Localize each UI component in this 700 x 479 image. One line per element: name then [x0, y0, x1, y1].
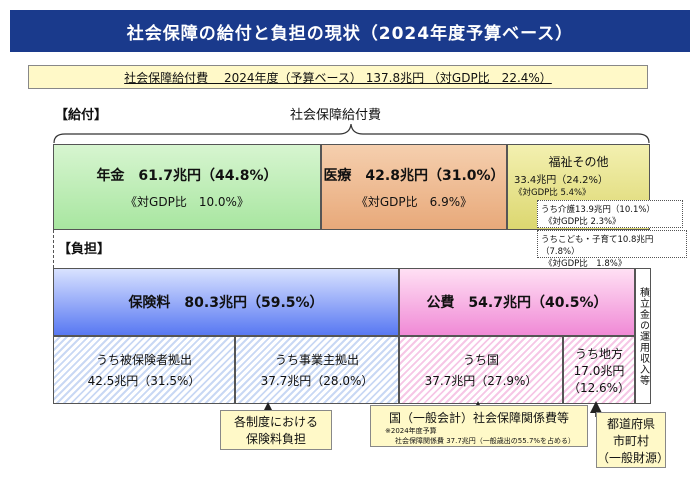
welfare-gdp: 《対GDP比 5.4%》	[514, 188, 591, 198]
pension-title: 年金 61.7兆円（44.8%）	[96, 167, 278, 184]
pension-block: 年金 61.7兆円（44.8%） 《対GDP比 10.0%》	[53, 144, 321, 230]
summary-banner: 社会保障給付費 2024年度（予算ベース） 137.8兆円 （対GDP比 22.…	[28, 65, 648, 89]
national-note-sub1: ※2024年度予算	[385, 427, 437, 435]
public-title: 公費 54.7兆円（40.5%）	[426, 295, 608, 311]
employer-line2: 37.7兆円（28.0%）	[260, 374, 374, 388]
page-title: 社会保障の給付と負担の現状（2024年度予算ベース）	[10, 10, 690, 52]
employer-block: うち事業主拠出 37.7兆円（28.0%）	[235, 336, 399, 404]
local-note: 都道府県 市町村 （一般財源）	[596, 412, 670, 468]
divider-dashed	[53, 230, 54, 268]
insured-line1: うち被保険者拠出	[95, 353, 192, 367]
insurance-note: 各制度における 保険料負担	[220, 410, 332, 450]
care-subbox: うち介護13.9兆円（10.1%） 《対GDP比 2.3%》	[537, 200, 683, 228]
summary-text: 社会保障給付費 2024年度（予算ベース） 137.8兆円 （対GDP比 22.…	[124, 70, 552, 85]
benefits-header: 社会保障給付費	[290, 108, 382, 123]
local-line1: うち地方	[574, 346, 623, 361]
national-note-sub2: 社会保障関係費 37.7兆円（一般歳出の55.7%を占める）	[395, 437, 576, 445]
benefits-section-label: 【給付】	[55, 108, 108, 123]
insured-line2: 42.5兆円（31.5%）	[87, 374, 201, 388]
reserve-block: 積立金の運用収入等	[635, 268, 651, 404]
local-block: うち地方 17.0兆円 （12.6%）	[563, 336, 635, 404]
insurance-note-line1: 各制度における	[233, 415, 318, 429]
welfare-title: 福祉その他	[548, 155, 609, 169]
child-line2: 《対GDP比 1.8%》	[544, 259, 627, 269]
local-note-line3: （一般財源）	[597, 450, 670, 465]
insurance-title: 保険料 80.3兆円（59.5%）	[128, 295, 324, 311]
local-line3: （12.6%）	[567, 380, 631, 395]
public-block: 公費 54.7兆円（40.5%）	[399, 268, 635, 336]
insurance-note-line2: 保険料負担	[245, 432, 306, 446]
local-line2: 17.0兆円	[573, 363, 625, 378]
national-block: うち国 37.7兆円（27.9%）	[399, 336, 563, 404]
child-line1: うちこども・子育て10.8兆円（7.8%）	[541, 235, 654, 257]
local-note-line2: 市町村	[612, 433, 649, 448]
benefits-brace	[53, 123, 650, 144]
employer-line1: うち事業主拠出	[274, 353, 359, 367]
pension-gdp: 《対GDP比 10.0%》	[125, 194, 249, 209]
welfare-amount: 33.4兆円（24.2%）	[514, 175, 609, 186]
care-line1: うち介護13.9兆円（10.1%）	[541, 205, 655, 215]
national-line2: 37.7兆円（27.9%）	[424, 374, 538, 388]
medical-block: 医療 42.8兆円（31.0%） 《対GDP比 6.9%》	[321, 144, 507, 230]
insured-block: うち被保険者拠出 42.5兆円（31.5%）	[53, 336, 235, 404]
national-note: 国（一般会計）社会保障関係費等 ※2024年度予算 社会保障関係費 37.7兆円…	[370, 405, 588, 447]
national-note-main: 国（一般会計）社会保障関係費等	[388, 411, 569, 425]
care-line2: 《対GDP比 2.3%》	[544, 217, 621, 227]
insurance-block: 保険料 80.3兆円（59.5%）	[53, 268, 399, 336]
child-subbox: うちこども・子育て10.8兆円（7.8%） 《対GDP比 1.8%》	[537, 230, 687, 269]
burden-section-label: 【負担】	[58, 242, 111, 257]
national-line1: うち国	[462, 353, 499, 367]
medical-gdp: 《対GDP比 6.9%》	[355, 194, 473, 209]
local-note-line1: 都道府県	[606, 416, 655, 431]
medical-title: 医療 42.8兆円（31.0%）	[323, 167, 505, 184]
